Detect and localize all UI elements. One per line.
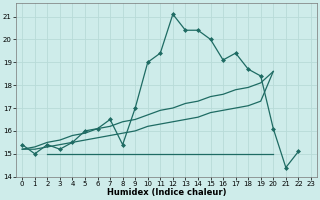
X-axis label: Humidex (Indice chaleur): Humidex (Indice chaleur) (107, 188, 226, 197)
